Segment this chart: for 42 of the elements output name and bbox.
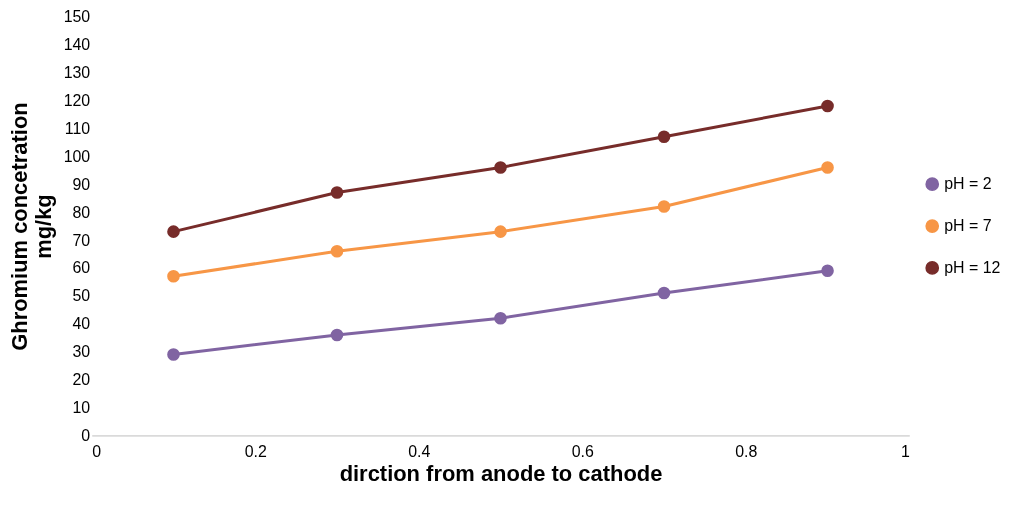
y-tick-label: 60 bbox=[72, 259, 91, 277]
legend-label: pH = 2 bbox=[944, 175, 992, 193]
x-axis-title: dirction from anode to cathode bbox=[339, 460, 663, 486]
point bbox=[657, 200, 671, 213]
legend-label: pH = 12 bbox=[944, 258, 1001, 276]
x-tick-label: 0.4 bbox=[408, 442, 431, 460]
y-tick-label: 70 bbox=[72, 231, 91, 249]
point bbox=[494, 225, 507, 238]
y-tick-label: 150 bbox=[63, 8, 91, 26]
point bbox=[494, 311, 507, 325]
y-tick-label: 40 bbox=[72, 315, 91, 333]
point bbox=[167, 225, 180, 238]
y-tick-label: 30 bbox=[72, 343, 91, 361]
y-tick-label: 20 bbox=[72, 371, 91, 389]
point bbox=[167, 270, 180, 283]
x-tick-label: 0.2 bbox=[244, 442, 267, 460]
y-tick-label: 80 bbox=[72, 203, 91, 221]
y-tick-label: 120 bbox=[63, 91, 91, 109]
point bbox=[330, 328, 344, 342]
point bbox=[330, 244, 344, 258]
point bbox=[494, 161, 507, 174]
x-tick-label: 1 bbox=[900, 442, 910, 460]
point bbox=[657, 130, 671, 144]
legend-label: pH = 7 bbox=[944, 217, 992, 235]
y-tick-label: 50 bbox=[72, 287, 91, 305]
y-tick-label: 100 bbox=[63, 147, 91, 165]
y-tick-label: 140 bbox=[63, 36, 91, 54]
x-tick-label: 0.8 bbox=[735, 442, 758, 460]
y-tick-label: 10 bbox=[72, 399, 91, 416]
y-tick-label: 130 bbox=[63, 64, 91, 81]
y-tick-label: 90 bbox=[72, 175, 91, 193]
point bbox=[821, 264, 834, 278]
y-tick-label: 110 bbox=[64, 119, 91, 137]
x-tick-label: 0 bbox=[92, 442, 102, 460]
point bbox=[821, 161, 834, 174]
point bbox=[657, 286, 671, 300]
x-tick-label: 0.6 bbox=[571, 442, 594, 460]
point bbox=[167, 348, 180, 361]
point bbox=[821, 99, 834, 113]
point bbox=[330, 186, 344, 199]
y-axis-title: Ghromium concetration mg/kg bbox=[6, 102, 56, 351]
y-tick-label: 0 bbox=[81, 426, 91, 444]
